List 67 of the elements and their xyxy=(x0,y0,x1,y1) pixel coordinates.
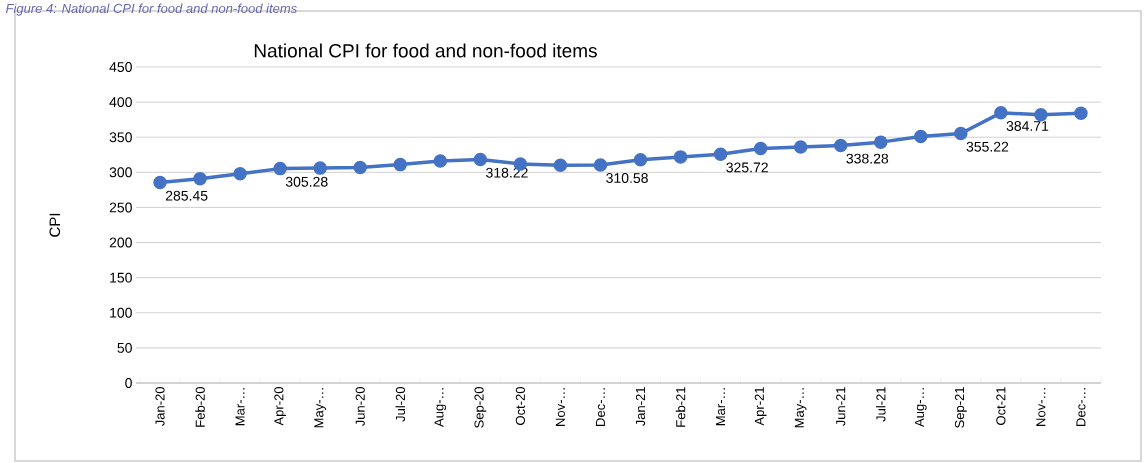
point xyxy=(353,160,367,175)
point xyxy=(793,140,808,154)
y-tick-label: 350 xyxy=(109,132,132,143)
data-label: 285.45 xyxy=(165,190,208,201)
y-tick-label: 150 xyxy=(110,272,132,283)
y-tick-label: 250 xyxy=(109,202,132,213)
point xyxy=(273,161,287,176)
x-tick-label: Nov-… xyxy=(1036,388,1046,426)
point xyxy=(393,157,408,172)
point xyxy=(1034,108,1048,122)
x-tick-label: Nov-… xyxy=(555,388,565,426)
x-tick-label: Jun-21 xyxy=(836,387,846,427)
x-tick-label: Feb-20 xyxy=(195,387,205,427)
y-tick-label: 400 xyxy=(109,97,132,108)
x-tick-label: Sep-20 xyxy=(474,387,487,428)
point xyxy=(593,158,608,172)
data-label: 338.28 xyxy=(846,153,889,164)
x-tick-label: Jan-20 xyxy=(155,387,165,427)
x-tick-label: May-… xyxy=(794,388,807,428)
point xyxy=(833,138,848,153)
y-tick-label: 0 xyxy=(125,378,132,388)
x-tick-label: Jul-21 xyxy=(875,387,886,422)
point xyxy=(473,152,488,167)
data-label: 384.71 xyxy=(1006,121,1049,131)
chart-title: National CPI for food and non-food items xyxy=(254,43,597,58)
point xyxy=(954,126,968,141)
y-tick-label: 450 xyxy=(109,62,132,72)
point xyxy=(914,129,928,144)
x-tick-label: Jan-21 xyxy=(635,387,646,427)
x-tick-label: Aug-… xyxy=(434,388,447,427)
point xyxy=(753,141,768,156)
point xyxy=(553,158,568,173)
point xyxy=(633,152,648,167)
point xyxy=(193,171,207,186)
y-tick-label: 50 xyxy=(117,342,132,353)
x-tick-label: Dec-… xyxy=(595,388,605,426)
x-tick-label: Aug-… xyxy=(914,388,927,427)
y-tick-label: 300 xyxy=(109,167,132,178)
data-label: 305.28 xyxy=(285,176,328,187)
point xyxy=(313,161,327,175)
x-tick-label: May-… xyxy=(314,388,326,428)
y-tick-label: 100 xyxy=(110,307,132,318)
y-tick-label: 200 xyxy=(109,237,132,248)
point xyxy=(1074,106,1088,121)
data-label: 325.72 xyxy=(726,162,768,173)
data-label: 355.22 xyxy=(966,141,1009,152)
point xyxy=(873,135,888,149)
point xyxy=(994,106,1008,120)
x-tick-label: Sep-21 xyxy=(954,387,967,428)
point xyxy=(673,150,688,164)
x-tick-label: Mar-… xyxy=(716,388,726,426)
point xyxy=(433,154,448,168)
x-tick-label: Apr-20 xyxy=(274,387,287,426)
point xyxy=(233,166,247,181)
point xyxy=(713,147,728,162)
x-tick-label: Apr-21 xyxy=(754,387,767,426)
x-tick-label: Oct-20 xyxy=(515,387,525,425)
x-tick-label: Jun-20 xyxy=(355,387,365,427)
x-tick-label: Feb-21 xyxy=(675,387,686,427)
point xyxy=(153,175,167,190)
x-tick-label: Oct-21 xyxy=(996,387,1006,425)
caption: Figure 4: National CPI for food and non-food items xyxy=(5,3,297,16)
data-label: 310.58 xyxy=(606,173,648,184)
x-tick-label: Jul-20 xyxy=(395,387,406,422)
y-axis-title: CPI xyxy=(49,213,61,237)
x-tick-label: Dec-… xyxy=(1076,388,1086,426)
x-tick-label: Mar-… xyxy=(235,388,245,426)
